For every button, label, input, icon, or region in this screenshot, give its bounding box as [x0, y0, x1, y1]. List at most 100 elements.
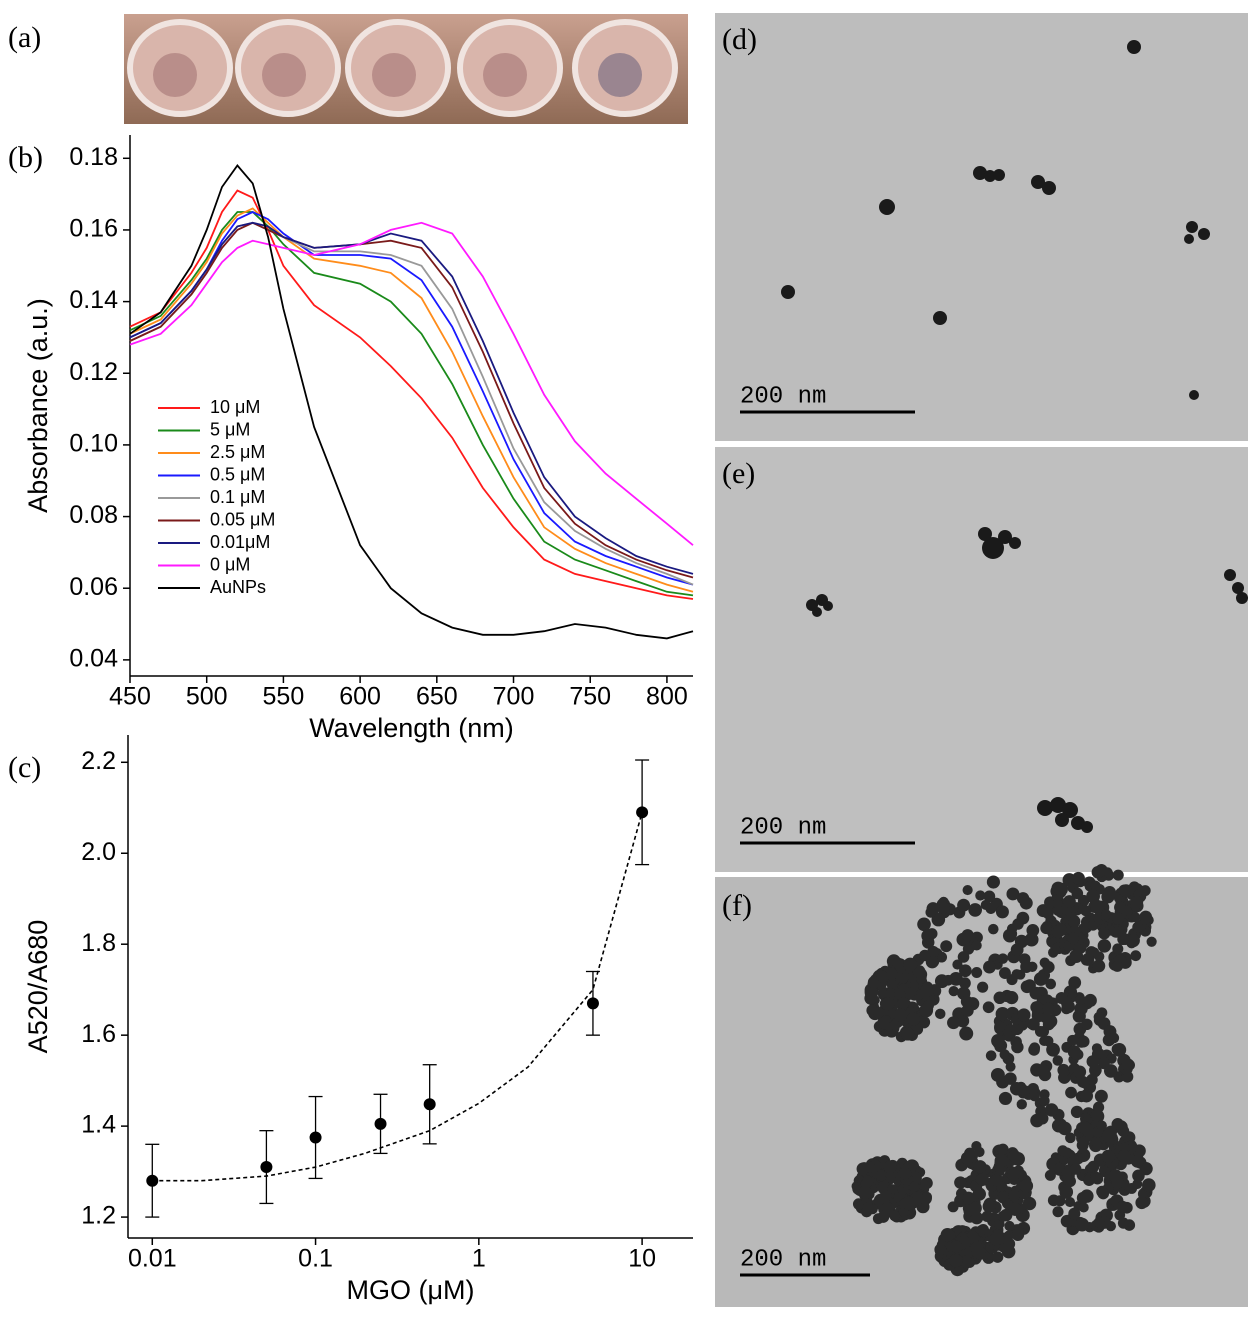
- particle: [881, 997, 895, 1011]
- y-tick-label: 0.04: [69, 644, 118, 672]
- particle: [1074, 994, 1086, 1005]
- data-point: [423, 1098, 436, 1111]
- particle: [995, 905, 1009, 919]
- particle: [1081, 1018, 1093, 1031]
- spectrum-line: [129, 189, 694, 600]
- particle: [1054, 1195, 1066, 1207]
- particle: [991, 1251, 1004, 1263]
- particle: [858, 1185, 872, 1199]
- particle: [1000, 1242, 1014, 1256]
- y-tick-label: 1.6: [81, 1020, 116, 1048]
- particle: [1070, 1163, 1082, 1175]
- data-point: [260, 1161, 273, 1174]
- particle: [901, 1196, 916, 1211]
- particle: [952, 959, 963, 970]
- particle: [919, 949, 931, 962]
- particle: [1054, 1162, 1065, 1174]
- x-tick-label: 550: [263, 683, 305, 711]
- particle: [886, 979, 898, 991]
- y-tick-label: 0.14: [69, 286, 118, 314]
- y-tick-label: 0.18: [69, 143, 118, 171]
- panel-label: (e): [722, 457, 755, 490]
- particle: [1097, 939, 1112, 953]
- particle: [1116, 1200, 1129, 1213]
- particle: [861, 1175, 874, 1188]
- particle: [1070, 1048, 1082, 1060]
- particle: [1078, 1202, 1089, 1213]
- particle: [1141, 1178, 1156, 1192]
- particle: [1046, 1042, 1060, 1057]
- particle: [989, 1232, 1003, 1246]
- x-axis-label: MGO (μM): [346, 1275, 474, 1305]
- x-tick-label: 700: [493, 683, 535, 711]
- particle: [1090, 880, 1101, 891]
- particle: [1119, 884, 1133, 898]
- particle: [1040, 922, 1053, 935]
- particle: [917, 917, 931, 932]
- particle: [1027, 1017, 1040, 1031]
- particle: [1042, 961, 1055, 974]
- particle: [885, 988, 897, 1000]
- y-axis-label: Absorbance (a.u.): [23, 298, 53, 513]
- particle: [1065, 1132, 1076, 1144]
- particle: [994, 1021, 1006, 1033]
- particle: [1068, 916, 1081, 928]
- particle: [1139, 885, 1151, 897]
- particle: [983, 890, 996, 903]
- particle: [1097, 1187, 1110, 1200]
- scale-bar-label: 200 nm: [740, 814, 826, 841]
- particle: [1052, 1206, 1064, 1218]
- particle: [1077, 1035, 1090, 1048]
- particle: [986, 875, 1000, 889]
- particle: [858, 1162, 870, 1174]
- particle: [1093, 1216, 1105, 1228]
- particle: [911, 1023, 924, 1035]
- particle: [1095, 863, 1108, 877]
- particle: [971, 940, 982, 951]
- particle: [982, 1001, 995, 1014]
- particle: [1045, 978, 1056, 990]
- x-tick-label: 800: [646, 683, 688, 711]
- particle: [970, 1211, 984, 1225]
- particle: [975, 890, 986, 901]
- particle: [1007, 1167, 1021, 1181]
- particle: [867, 976, 881, 989]
- legend-label: 5 μM: [210, 419, 250, 439]
- particle: [1064, 1197, 1076, 1208]
- particle: [1108, 1169, 1123, 1183]
- particle: [931, 912, 946, 927]
- particle: [1092, 959, 1106, 973]
- particle: [1042, 1018, 1055, 1031]
- particle: [908, 1181, 920, 1192]
- particle: [962, 885, 973, 896]
- particle: [1061, 1148, 1072, 1159]
- particle: [1076, 1191, 1090, 1205]
- x-tick-label: 750: [569, 683, 611, 711]
- x-tick-label: 1: [472, 1245, 486, 1273]
- y-axis-label: A520/A680: [23, 920, 53, 1054]
- particle: [964, 1147, 976, 1160]
- x-tick-label: 0.1: [298, 1245, 333, 1273]
- particle: [889, 1019, 901, 1031]
- particle: [1090, 1171, 1101, 1182]
- particle: [999, 1049, 1011, 1060]
- particle: [1060, 996, 1074, 1010]
- particle: [1069, 949, 1084, 963]
- particle: [1103, 886, 1117, 899]
- x-tick-label: 10: [628, 1245, 656, 1273]
- panel-label: (d): [722, 23, 757, 56]
- y-tick-label: 0.10: [69, 430, 118, 458]
- particle: [975, 1173, 989, 1186]
- particle: [1101, 909, 1112, 920]
- particle: [1008, 1149, 1021, 1163]
- data-point: [586, 997, 599, 1010]
- legend-label: AuNPs: [210, 577, 266, 597]
- particle: [1019, 896, 1033, 910]
- particle: [988, 923, 999, 935]
- spectrum-line: [129, 207, 694, 593]
- particle: [1016, 911, 1030, 925]
- particle: [1112, 869, 1124, 881]
- y-tick-label: 2.2: [81, 747, 116, 775]
- x-tick-label: 600: [339, 683, 381, 711]
